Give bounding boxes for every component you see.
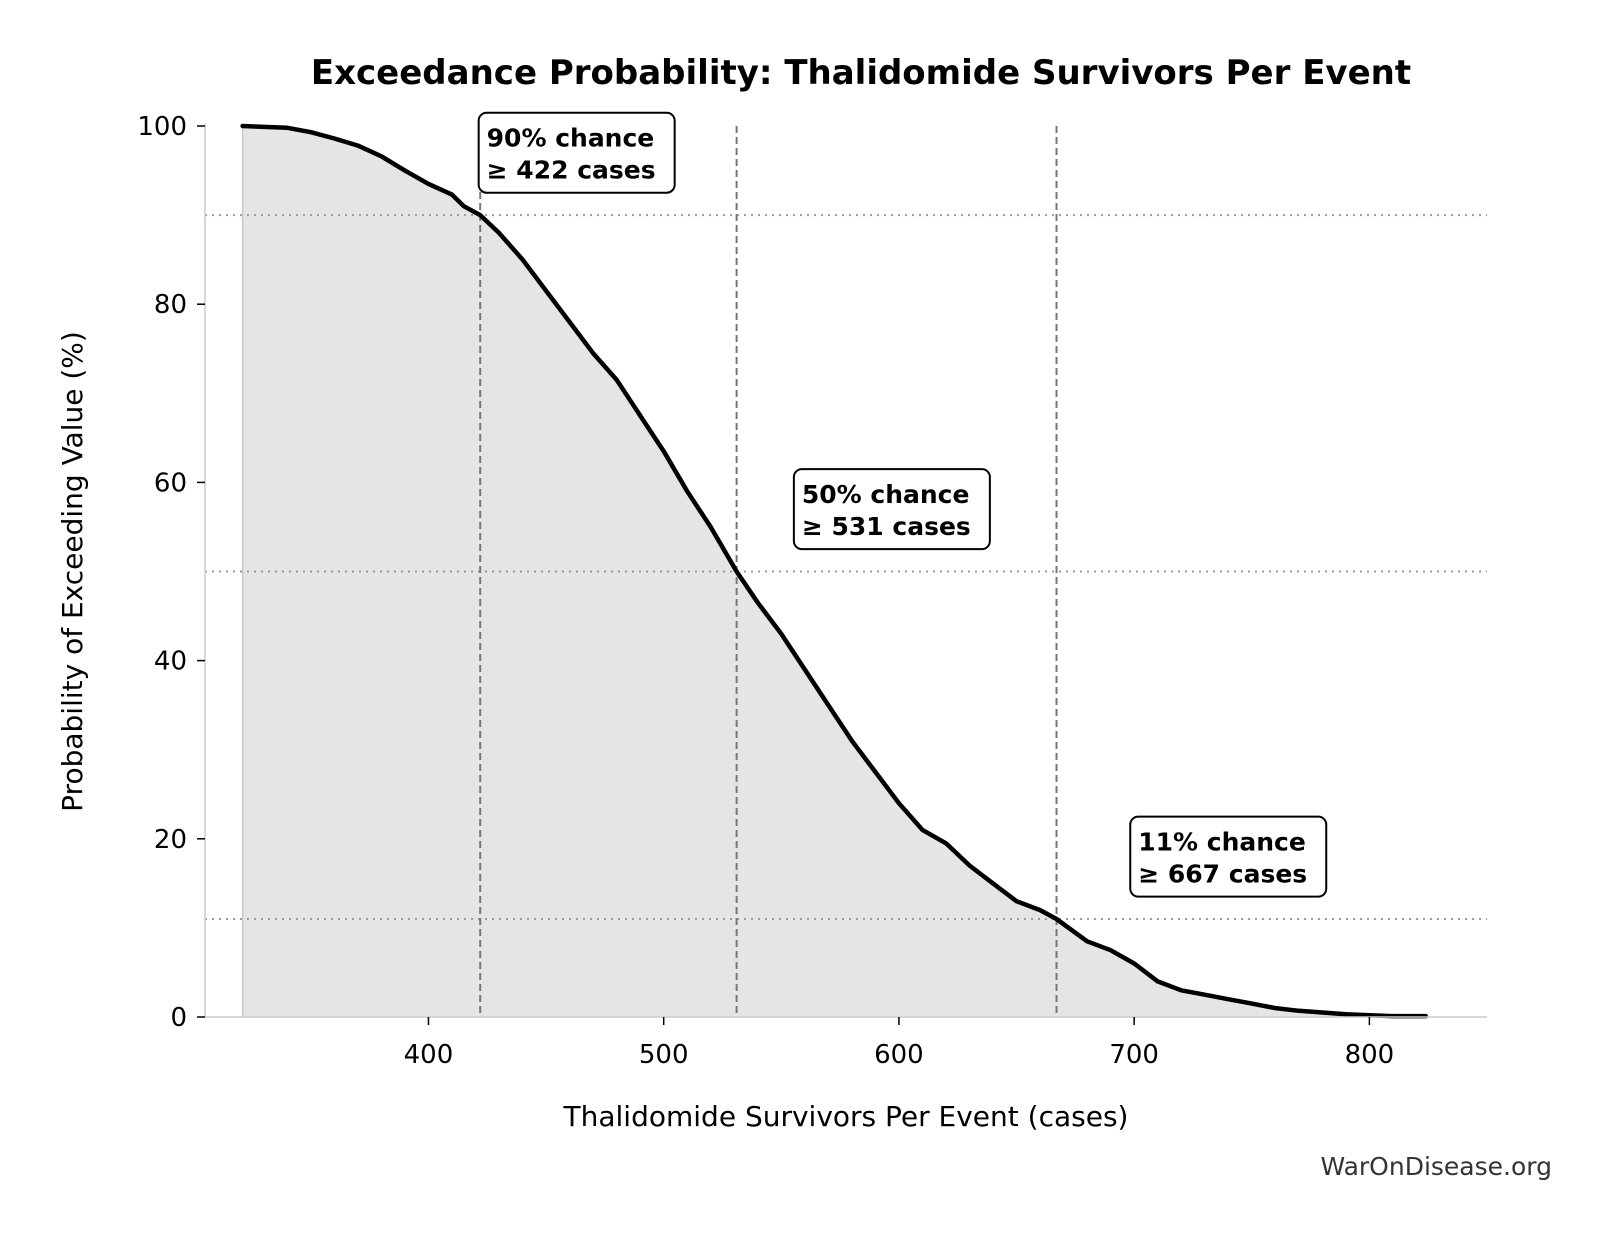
y-tick-label: 20 — [154, 825, 187, 855]
x-tick-label: 800 — [1345, 1040, 1395, 1070]
annotation-cases-text: ≥ 422 cases — [487, 156, 656, 185]
annotation-3: 11% chance ≥ 667 cases — [1129, 815, 1328, 898]
x-tick-label: 600 — [874, 1040, 924, 1070]
y-tick-label: 40 — [154, 647, 187, 677]
plot-area: 0 20 40 60 80 100 400 500 600 700 800 90% chance ≥ 4… — [137, 111, 1487, 1070]
exceedance-curve-line — [240, 123, 1429, 1019]
y-axis-label: Probability of Exceeding Value (%) — [56, 331, 89, 812]
x-tick-label: 400 — [404, 1040, 454, 1070]
annotation-cases-text: ≥ 531 cases — [802, 512, 971, 541]
x-axis-label: Thalidomide Survivors Per Event (cases) — [563, 1100, 1129, 1133]
chart-title: Exceedance Probability: Thalidomide Surv… — [311, 53, 1411, 93]
y-tick-label: 0 — [170, 1003, 187, 1033]
annotation-box — [1129, 815, 1328, 898]
x-tick-label: 500 — [639, 1040, 689, 1070]
exceedance-area-fill — [242, 126, 1426, 1017]
annotation-2: 50% chance ≥ 531 cases — [792, 468, 991, 551]
annotation-probability-text: 11% chance — [1138, 828, 1306, 857]
annotation-box — [477, 111, 676, 194]
y-tick-label: 60 — [154, 468, 187, 498]
y-tick-label: 80 — [154, 290, 187, 320]
annotation-cases-text: ≥ 667 cases — [1138, 860, 1307, 889]
annotation-probability-text: 90% chance — [487, 124, 655, 153]
source-credit: WarOnDisease.org — [1320, 1152, 1552, 1181]
annotation-1: 90% chance ≥ 422 cases — [477, 111, 676, 194]
x-tick-label: 700 — [1109, 1040, 1159, 1070]
annotation-probability-text: 50% chance — [802, 480, 970, 509]
y-tick-label: 100 — [137, 112, 187, 142]
annotation-box — [792, 468, 991, 551]
